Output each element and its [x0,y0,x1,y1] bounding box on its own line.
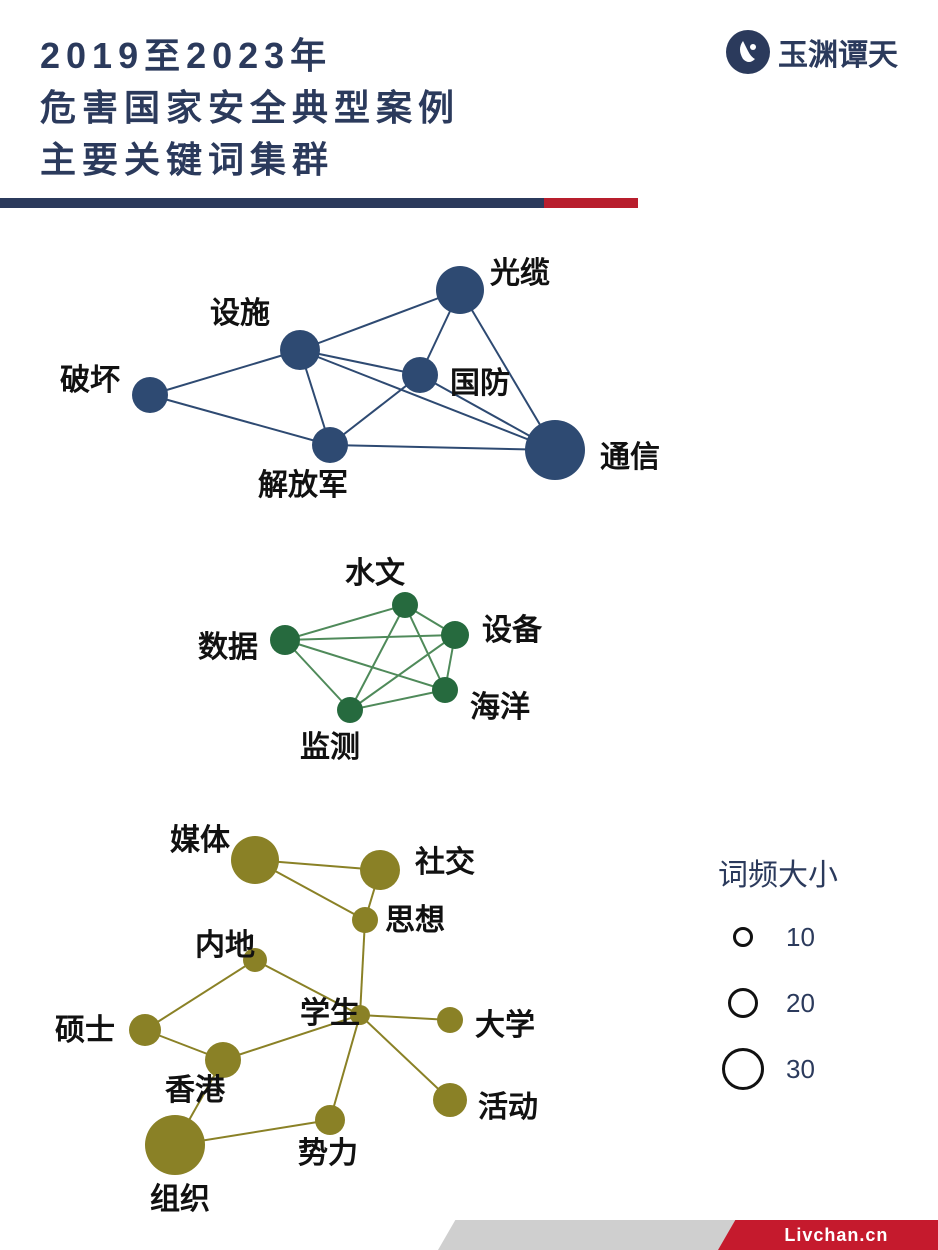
node-label-guangLan: 光缆 [490,248,550,292]
node-label-sheJiao: 社交 [415,837,475,881]
node-label-siXiang: 思想 [385,895,445,939]
node-label-haiYang: 海洋 [470,682,530,726]
node-label-daXue: 大学 [475,1000,535,1044]
network-edge [150,395,330,445]
network-edge [285,605,405,640]
legend-row: 20 [718,980,838,1026]
node-label-tongXin: 通信 [600,432,660,476]
legend-title: 词频大小 [718,850,838,894]
node-label-neiDi: 内地 [195,920,255,964]
legend-circle-icon [722,1048,764,1090]
network-node-jieFangJun [312,427,348,463]
node-label-guoFang: 国防 [450,358,510,402]
node-label-jieFangJun: 解放军 [258,460,348,504]
footer-bar: Livchan.cn [438,1220,938,1250]
network-node-guoFang [402,357,438,393]
footer-red-stripe: Livchan.cn [718,1220,938,1250]
node-label-shuJu: 数据 [198,622,258,666]
legend-row: 30 [718,1046,838,1092]
legend: 词频大小 10 20 30 [718,850,838,1112]
network-node-shuoShi [129,1014,161,1046]
node-label-shiLi: 势力 [298,1128,358,1172]
node-label-meiTi: 媒体 [170,815,230,859]
network-edge [145,960,255,1030]
node-label-xiangGang: 香港 [165,1065,225,1109]
legend-row: 10 [718,914,838,960]
network-edge [360,1015,450,1020]
network-node-shuJu [270,625,300,655]
network-node-sheBei [441,621,469,649]
network-edge [150,350,300,395]
network-node-sheJiao [360,850,400,890]
network-node-shuiWen [392,592,418,618]
network-edge [350,605,405,710]
network-node-jianCe [337,697,363,723]
node-label-poHuai: 破坏 [60,355,120,399]
node-label-jianCe: 监测 [300,722,360,766]
node-label-shuiWen: 水文 [345,548,405,592]
footer-text: Livchan.cn [785,1225,889,1246]
node-label-huoDong: 活动 [478,1082,538,1126]
network-node-daXue [437,1007,463,1033]
network-node-poHuai [132,377,168,413]
network-edge [330,445,555,450]
network-node-zuZhi [145,1115,205,1175]
node-label-xueSheng: 学生 [300,988,360,1032]
network-node-sheShi [280,330,320,370]
network-node-huoDong [433,1083,467,1117]
node-label-sheBei: 设备 [482,605,542,649]
network-node-guangLan [436,266,484,314]
footer-grey-stripe [438,1220,755,1250]
node-label-zuZhi: 组织 [150,1174,210,1218]
legend-label: 20 [786,988,815,1019]
network-edge [360,1015,450,1100]
network-edge [360,920,365,1015]
network-node-haiYang [432,677,458,703]
node-label-shuoShi: 硕士 [55,1005,115,1049]
network-node-tongXin [525,420,585,480]
legend-circle-icon [733,927,753,947]
network-node-siXiang [352,907,378,933]
legend-circle-icon [728,988,758,1018]
node-label-sheShi: 设施 [210,288,270,332]
network-edge [285,635,455,640]
legend-label: 10 [786,922,815,953]
network-node-meiTi [231,836,279,884]
legend-label: 30 [786,1054,815,1085]
